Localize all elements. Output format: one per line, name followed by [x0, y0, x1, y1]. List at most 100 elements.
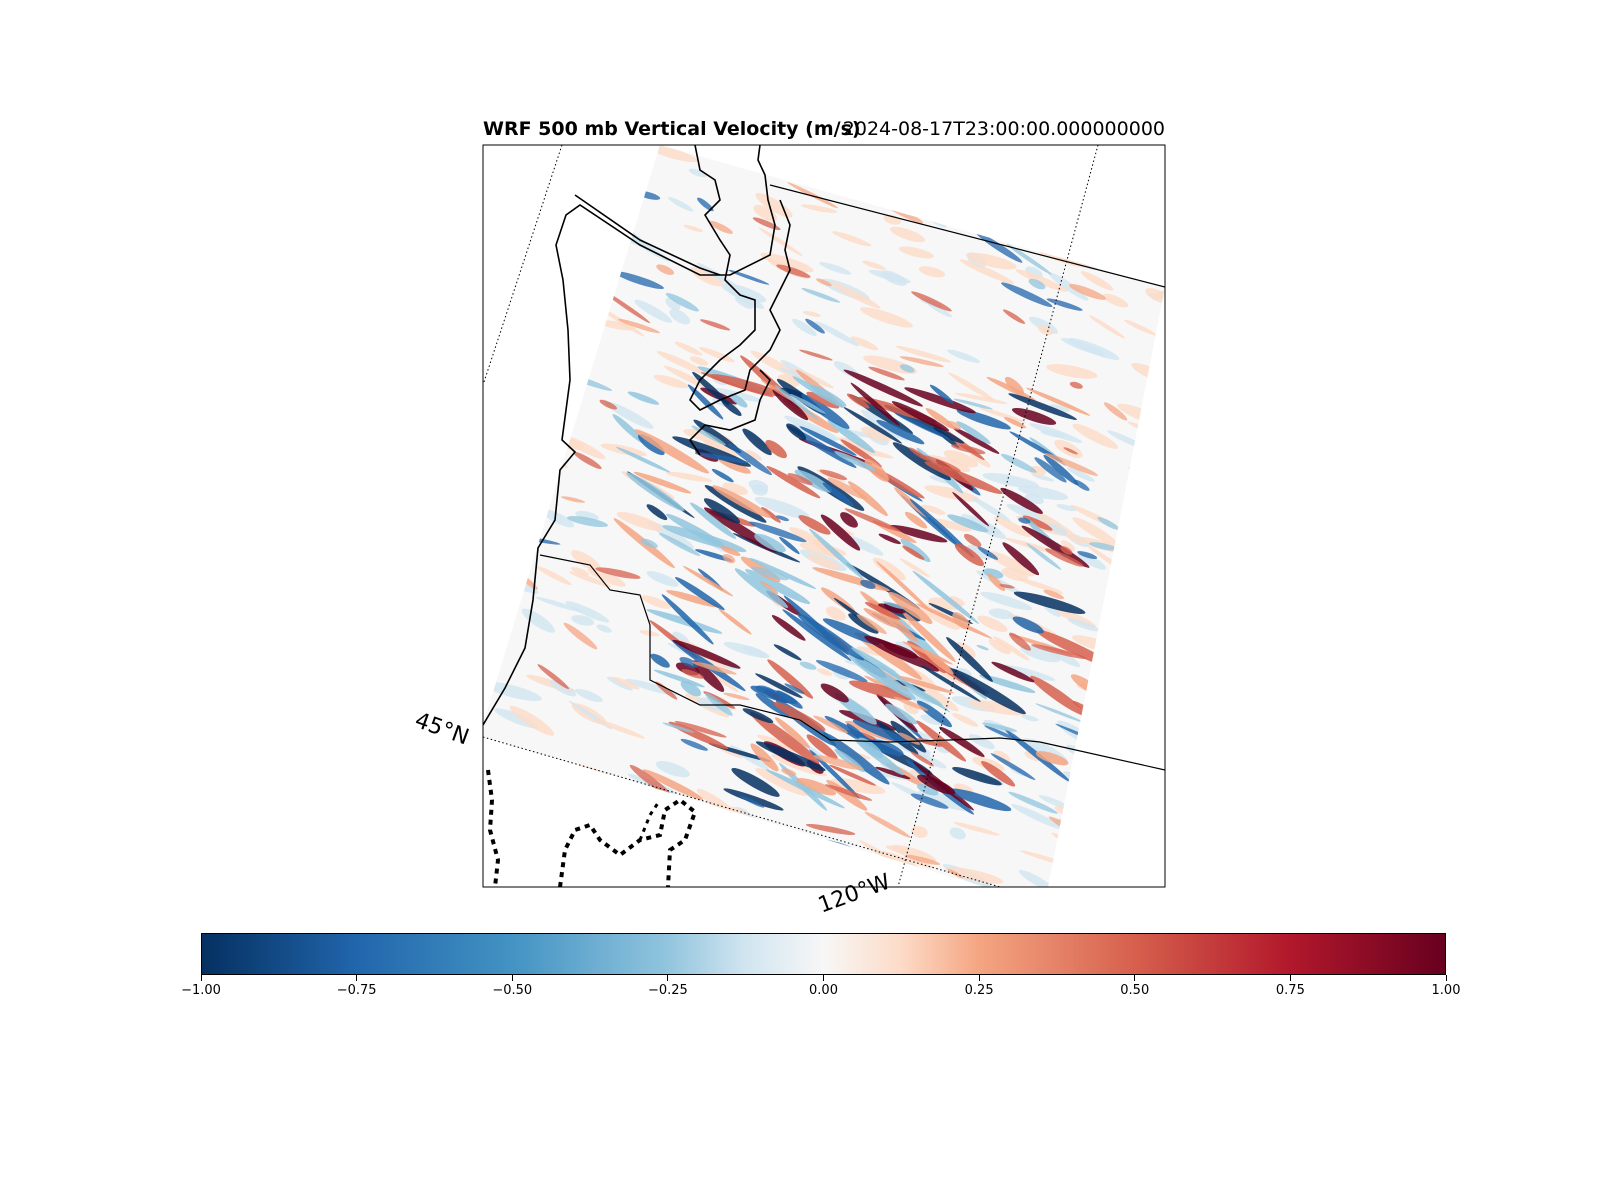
field-streak — [946, 420, 961, 430]
field-patch — [696, 788, 737, 817]
field-patch — [1112, 687, 1152, 700]
field-patch — [929, 518, 972, 532]
field-streak — [899, 356, 944, 367]
colorbar-tick — [200, 975, 202, 981]
field-streak — [806, 391, 840, 409]
field-patch — [1056, 504, 1077, 512]
field-streak — [1089, 542, 1118, 551]
field-patch — [1001, 567, 1029, 582]
field-streak — [781, 768, 797, 776]
field-patch — [1094, 697, 1114, 714]
field-streak — [870, 739, 904, 756]
colorbar-tick-label: 0.50 — [1120, 983, 1150, 998]
field-patch — [971, 497, 1012, 523]
field-streak — [517, 434, 538, 447]
field-patch — [541, 509, 575, 528]
field-streak — [690, 502, 737, 539]
field-patch — [522, 207, 554, 227]
field-streak — [949, 788, 1012, 812]
field-streak — [919, 454, 961, 472]
field-streak — [626, 472, 685, 512]
field-streak — [1028, 278, 1046, 290]
field-patch — [574, 688, 603, 703]
field-patch — [546, 822, 566, 837]
field-streak — [776, 690, 803, 709]
field-streak — [759, 581, 779, 595]
field-streak — [766, 466, 821, 499]
field-patch — [538, 288, 573, 297]
field-streak — [1116, 708, 1149, 732]
field-patch — [668, 197, 694, 212]
field-patch — [984, 180, 1001, 189]
field-patch — [727, 817, 755, 831]
field-patch — [522, 302, 561, 326]
field-streak — [827, 477, 868, 500]
canada-border — [769, 184, 1165, 288]
puget-sound — [689, 145, 791, 411]
field-patch — [674, 341, 703, 356]
field-patch — [988, 551, 1035, 577]
field-patch — [1066, 467, 1095, 482]
field-patch — [587, 568, 626, 587]
field-streak — [1073, 479, 1090, 491]
field-streak — [563, 622, 598, 650]
field-streak — [864, 458, 889, 482]
field-streak — [984, 725, 1021, 742]
field-patch — [889, 226, 926, 243]
field-streak — [899, 155, 910, 165]
field-patch — [499, 798, 545, 829]
field-streak — [851, 647, 902, 678]
field-patch — [952, 713, 979, 727]
field-streak — [712, 485, 771, 518]
field-patch — [722, 482, 749, 495]
field-streak — [755, 693, 790, 718]
field-streak — [772, 388, 809, 421]
field-patch — [509, 158, 543, 170]
field-streak — [891, 401, 950, 432]
field-streak — [1108, 776, 1156, 794]
field-streak — [718, 608, 752, 635]
field-streak — [1060, 546, 1073, 555]
field-patch — [514, 822, 559, 849]
field-streak — [550, 791, 608, 817]
field-streak — [848, 481, 888, 517]
field-patch — [696, 262, 741, 291]
field-streak — [637, 434, 665, 456]
field-patch — [1048, 272, 1089, 301]
field-streak — [1002, 542, 1040, 576]
field-patch — [1040, 430, 1066, 438]
field-streak — [739, 795, 765, 808]
field-streak — [963, 533, 982, 547]
field-patch — [898, 246, 934, 259]
field-patch — [549, 679, 577, 697]
field-patch — [596, 719, 645, 739]
field-streak — [653, 669, 705, 688]
field-streak — [827, 419, 876, 453]
field-patch — [1113, 145, 1131, 153]
field-streak — [910, 793, 949, 809]
field-patch — [1078, 552, 1107, 570]
field-streak — [792, 376, 844, 408]
field-streak — [889, 525, 948, 543]
field-streak — [564, 255, 607, 280]
field-patch — [491, 783, 536, 802]
field-patch — [1116, 183, 1142, 195]
field-streak — [1006, 243, 1052, 275]
field-patch — [505, 763, 549, 780]
field-streak — [843, 407, 902, 444]
field-patch — [970, 452, 991, 468]
field-patch — [1016, 577, 1064, 594]
field-streak — [893, 696, 929, 711]
field-streak — [863, 608, 898, 628]
field-streak — [813, 715, 848, 734]
field-patch — [979, 407, 1026, 423]
field-streak — [615, 446, 671, 473]
field-streak — [1071, 766, 1122, 800]
field-streak — [642, 769, 704, 800]
field-streak — [1031, 644, 1087, 659]
field-patch — [598, 780, 615, 794]
field-streak — [720, 545, 741, 557]
field-streak — [796, 778, 837, 796]
field-patch — [881, 270, 907, 286]
field-streak — [681, 838, 705, 848]
